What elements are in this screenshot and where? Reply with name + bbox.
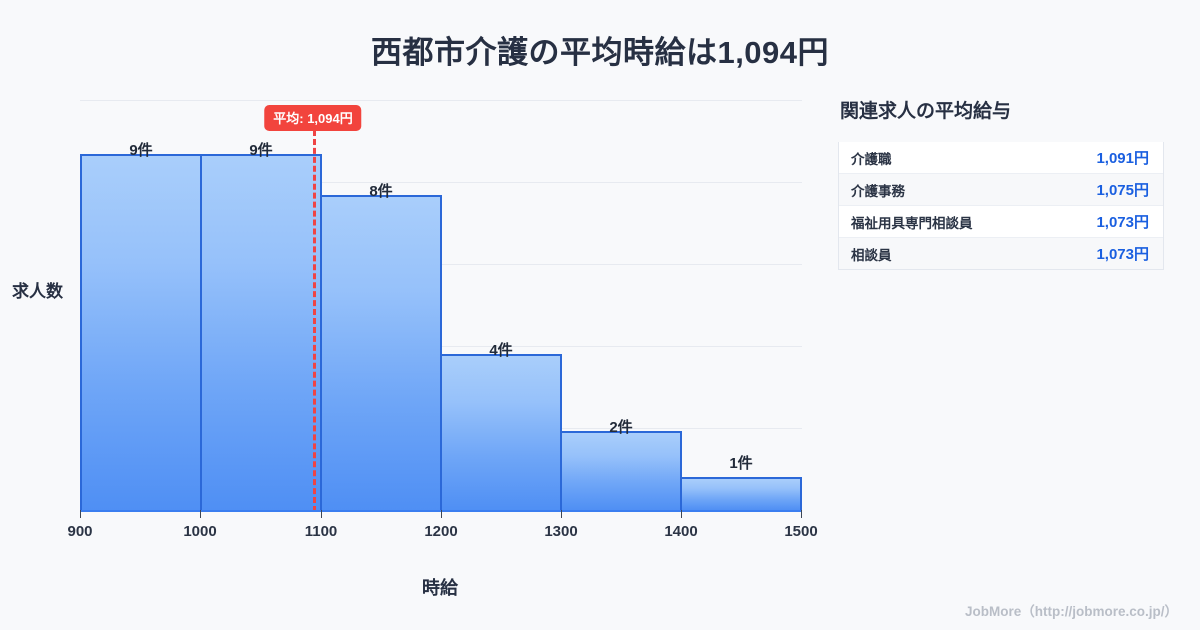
- x-tick: [321, 510, 322, 518]
- x-tick: [681, 510, 682, 518]
- job-name: 相談員: [851, 247, 892, 263]
- x-tick: [80, 510, 81, 518]
- average-line: [313, 130, 316, 512]
- x-tick-label: 1100: [304, 523, 338, 540]
- bar-value-label: 4件: [489, 342, 513, 359]
- x-tick-label: 1400: [664, 523, 698, 540]
- job-name: 介護職: [851, 151, 892, 167]
- x-axis-title: 時給: [422, 578, 458, 598]
- job-name: 介護事務: [851, 183, 905, 199]
- gridline-10: [80, 100, 802, 101]
- related-salary-panel: 関連求人の平均給与 介護職 1,091円 介護事務 1,075円 福祉用具専門相…: [838, 96, 1168, 270]
- x-tick: [200, 510, 201, 518]
- x-tick: [441, 510, 442, 518]
- job-name: 福祉用具専門相談員: [851, 215, 973, 231]
- table-row[interactable]: 福祉用具専門相談員 1,073円: [839, 206, 1163, 238]
- bar-1100-1200: [320, 195, 442, 512]
- x-tick-label: 1000: [183, 523, 217, 540]
- job-salary: 1,091円: [1096, 150, 1149, 167]
- histogram-chart: 9件 9件 8件 4件 2件 1件 平均: 1,094円 900 1000 11…: [12, 100, 818, 598]
- bar-value-label: 9件: [249, 142, 273, 159]
- x-tick: [561, 510, 562, 518]
- x-tick-label: 900: [67, 523, 93, 540]
- page-title: 西都市介護の平均時給は1,094円: [370, 35, 830, 70]
- bar-value-label: 2件: [609, 419, 633, 436]
- table-row[interactable]: 介護事務 1,075円: [839, 174, 1163, 206]
- bar-1400-1500: [680, 477, 802, 512]
- average-badge: 平均: 1,094円: [264, 105, 362, 131]
- bar-value-label: 9件: [129, 142, 153, 159]
- bar-900-1000: [80, 154, 202, 512]
- y-axis-title: 求人数: [12, 282, 63, 301]
- bar-1300-1400: [560, 431, 682, 512]
- table-row[interactable]: 相談員 1,073円: [839, 238, 1163, 270]
- footer-credit: JobMore（http://jobmore.co.jp/）: [965, 604, 1178, 619]
- gridline-8: [80, 182, 802, 183]
- x-tick-label: 1200: [424, 523, 458, 540]
- related-salary-table: 介護職 1,091円 介護事務 1,075円 福祉用具専門相談員 1,073円 …: [838, 142, 1164, 270]
- x-tick-label: 1500: [784, 523, 818, 540]
- x-tick-label: 1300: [544, 523, 578, 540]
- job-salary: 1,073円: [1096, 214, 1149, 231]
- related-salary-heading: 関連求人の平均給与: [840, 101, 1012, 122]
- bar-1000-1100: [200, 154, 322, 512]
- bar-value-label: 1件: [729, 455, 753, 472]
- job-salary: 1,075円: [1096, 182, 1149, 199]
- x-tick: [801, 510, 802, 518]
- job-salary: 1,073円: [1096, 246, 1149, 263]
- table-row[interactable]: 介護職 1,091円: [839, 142, 1163, 174]
- bar-1200-1300: [440, 354, 562, 512]
- bar-value-label: 8件: [369, 183, 393, 200]
